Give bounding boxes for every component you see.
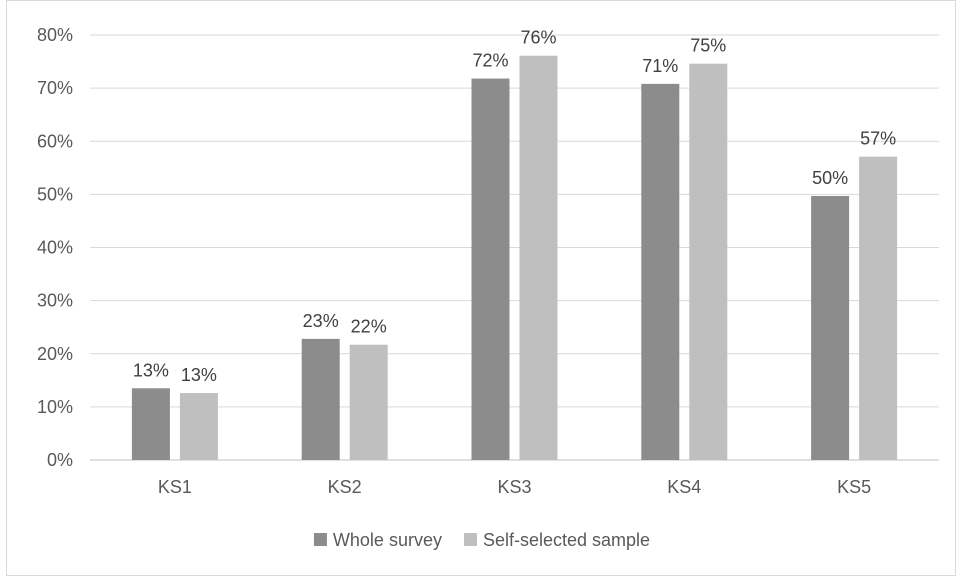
chart-frame: 0% 10% 20% 30% 40% 50% 60% 70% 80% 13% 13% 23% 22% 7…	[6, 0, 956, 576]
legend-label: Self-selected sample	[483, 530, 650, 550]
bars	[131, 55, 898, 460]
x-tick-label: KS3	[497, 477, 531, 497]
bar-self-selected-sample-ks2	[349, 344, 388, 460]
legend-label: Whole survey	[333, 530, 442, 550]
y-tick-label: 60%	[37, 131, 73, 151]
x-tick-label: KS5	[837, 477, 871, 497]
gridlines	[90, 34, 939, 461]
y-tick-label: 40%	[37, 238, 73, 258]
bar-whole-survey-ks3	[471, 78, 510, 460]
x-tick-label: KS1	[158, 477, 192, 497]
legend[interactable]: Whole survey Self-selected sample	[313, 530, 650, 550]
bar-self-selected-sample-ks1	[179, 393, 218, 460]
y-tick-label: 80%	[37, 25, 73, 45]
y-tick-label: 30%	[37, 291, 73, 311]
bar-self-selected-sample-ks3	[519, 55, 558, 460]
data-label: 71%	[642, 56, 678, 76]
bar-self-selected-sample-ks5	[859, 156, 898, 460]
data-label: 72%	[472, 51, 508, 71]
data-label: 13%	[133, 360, 169, 380]
x-tick-label: KS4	[667, 477, 701, 497]
y-axis-tick-labels: 0% 10% 20% 30% 40% 50% 60% 70% 80%	[37, 25, 73, 470]
bar-whole-survey-ks4	[641, 83, 680, 460]
x-tick-label: KS2	[328, 477, 362, 497]
bar-whole-survey-ks2	[301, 338, 340, 460]
data-label: 23%	[303, 311, 339, 331]
y-tick-label: 0%	[47, 450, 73, 470]
data-label: 57%	[860, 129, 896, 149]
legend-swatch	[313, 533, 327, 546]
data-label: 13%	[181, 365, 217, 385]
data-labels: 13% 13% 23% 22% 72% 76% 71% 75% 50% 57%	[133, 28, 896, 385]
bar-whole-survey-ks1	[131, 388, 170, 460]
data-label: 75%	[690, 36, 726, 56]
bar-self-selected-sample-ks4	[689, 63, 728, 460]
legend-swatch	[463, 533, 477, 546]
y-tick-label: 70%	[37, 78, 73, 98]
x-axis-tick-labels: KS1 KS2 KS3 KS4 KS5	[158, 477, 871, 497]
data-label: 22%	[351, 317, 387, 337]
bar-whole-survey-ks5	[811, 195, 850, 460]
bar-chart: 0% 10% 20% 30% 40% 50% 60% 70% 80% 13% 13% 23% 22% 7…	[37, 25, 939, 550]
data-label: 50%	[812, 168, 848, 188]
y-tick-label: 20%	[37, 344, 73, 364]
data-label: 76%	[520, 28, 556, 48]
y-tick-label: 10%	[37, 397, 73, 417]
y-tick-label: 50%	[37, 184, 73, 204]
